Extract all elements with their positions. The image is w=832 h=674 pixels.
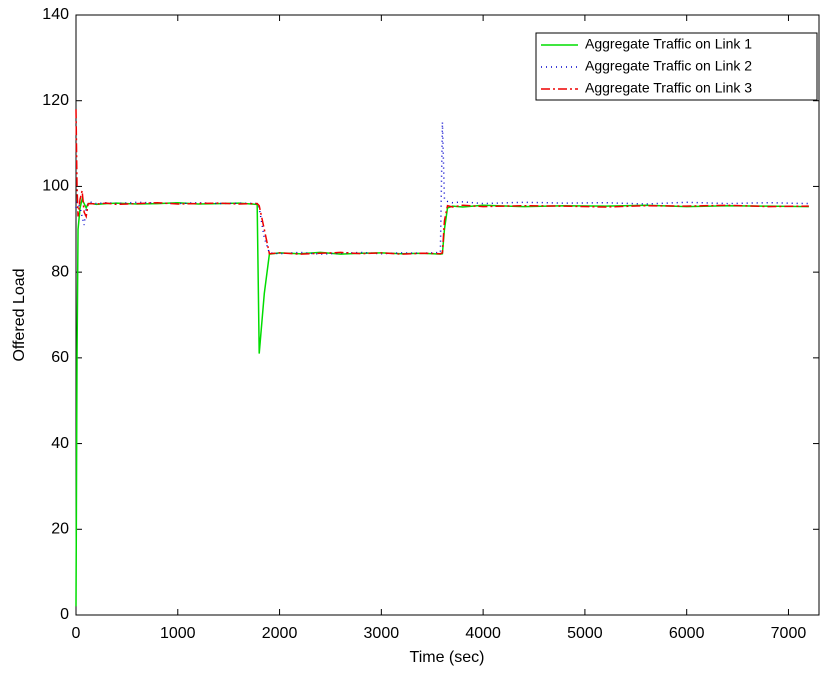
x-tick-label: 7000 <box>771 625 807 642</box>
x-tick-label: 2000 <box>262 625 298 642</box>
data-line <box>75 109 809 255</box>
x-tick-label: 5000 <box>567 625 603 642</box>
x-tick-label: 4000 <box>465 625 501 642</box>
y-tick-label: 100 <box>42 178 69 195</box>
x-tick-label: 1000 <box>160 625 196 642</box>
x-tick-label: 6000 <box>669 625 705 642</box>
y-tick-label: 60 <box>51 349 69 366</box>
y-tick-label: 140 <box>42 6 69 23</box>
data-line <box>75 197 809 607</box>
y-tick-label: 0 <box>60 606 69 623</box>
x-axis-label: Time (sec) <box>410 649 485 666</box>
legend-label: Aggregate Traffic on Link 3 <box>585 80 752 96</box>
plot-frame <box>75 14 820 616</box>
legend-label: Aggregate Traffic on Link 2 <box>585 58 752 74</box>
y-tick-label: 20 <box>51 521 69 538</box>
y-axis-label: Offered Load <box>11 268 28 361</box>
legend: Aggregate Traffic on Link 1 Aggregate Tra… <box>535 32 818 101</box>
y-tick-label: 40 <box>51 435 69 452</box>
legend-label: Aggregate Traffic on Link 1 <box>585 36 752 52</box>
legend-box <box>535 32 818 101</box>
y-tick-label: 80 <box>51 263 69 280</box>
x-tick-label: 3000 <box>364 625 400 642</box>
data-line <box>75 122 809 255</box>
y-tick-label: 120 <box>42 92 69 109</box>
x-tick-label: 0 <box>72 625 81 642</box>
